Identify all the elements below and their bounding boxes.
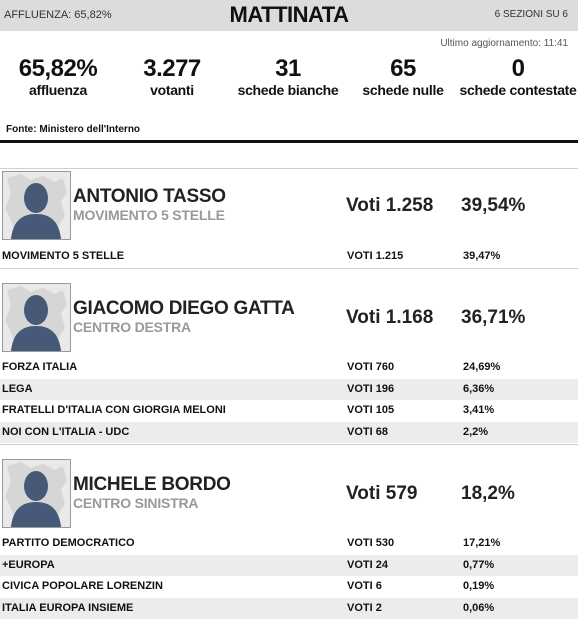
list-row: MOVIMENTO 5 STELLE VOTI 1.215 39,47% [0,246,578,267]
stat-schede-bianche: 31 schede bianche [228,55,348,99]
list-votes: VOTI 1.215 [347,250,404,262]
list-row: ITALIA EUROPA INSIEME VOTI 2 0,06% [0,598,578,619]
candidate-block: ANTONIO TASSO MOVIMENTO 5 STELLE Voti 1.… [0,169,578,240]
separator [0,444,578,445]
stat-schede-nulle: 65 schede nulle [353,55,453,99]
affluenza-header-label: AFFLUENZA: 65,82% [4,9,112,21]
list-percentage: 39,47% [463,250,501,262]
list-name: PARTITO DEMOCRATICO [2,537,135,549]
list-percentage: 0,77% [463,559,495,571]
candidate-name: MICHELE BORDO [73,474,231,495]
stat-schede-contestate: 0 schede contestate [458,55,578,99]
stat-label: votanti [150,82,194,98]
list-name: ITALIA EUROPA INSIEME [2,602,134,614]
stat-value: 65,82% [18,55,98,82]
list-name: CIVICA POPOLARE LORENZIN [2,580,163,592]
list-row: +EUROPA VOTI 24 0,77% [0,555,578,576]
stat-value: 65 [390,55,416,82]
stat-value: 3.277 [143,55,201,82]
list-name: FORZA ITALIA [2,361,78,373]
candidate-coalition: CENTRO DESTRA [73,319,191,335]
header-bar: AFFLUENZA: 65,82% MATTINATA 6 SEZIONI SU… [0,0,578,31]
list-percentage: 6,36% [463,383,495,395]
list-percentage: 0,06% [463,602,495,614]
list-row: LEGA VOTI 196 6,36% [0,379,578,400]
list-percentage: 0,19% [463,580,495,592]
stats-summary: 65,82% affluenza 3.277 votanti 31 schede… [0,56,578,106]
candidate-percentage: 18,2% [461,483,515,504]
sezioni-count: 6 SEZIONI SU 6 [494,9,568,20]
divider [0,140,578,143]
candidate-votes: Voti 1.168 [346,307,434,328]
list-votes: VOTI 6 [347,580,382,592]
list-percentage: 2,2% [463,426,489,438]
last-update: Ultimo aggiornamento: 11:41 [440,38,568,49]
stat-label: affluenza [29,82,87,98]
candidate-percentage: 36,71% [461,307,526,328]
list-name: FRATELLI D'ITALIA CON GIORGIA MELONI [2,404,226,416]
list-percentage: 17,21% [463,537,501,549]
stat-affluenza: 65,82% affluenza [8,55,108,99]
page-title: MATTINATA [229,2,349,27]
candidate-votes: Voti 1.258 [346,195,434,216]
list-name: MOVIMENTO 5 STELLE [2,250,125,262]
list-votes: VOTI 24 [347,559,388,571]
candidate-percentage: 39,54% [461,195,526,216]
avatar-placeholder-icon [2,459,71,528]
list-votes: VOTI 760 [347,361,395,373]
list-row: PARTITO DEMOCRATICO VOTI 530 17,21% [0,533,578,554]
list-row: NOI CON L'ITALIA - UDC VOTI 68 2,2% [0,422,578,443]
list-name: LEGA [2,383,33,395]
avatar-placeholder-icon [2,171,71,240]
separator [0,268,578,269]
separator [0,168,578,169]
list-votes: VOTI 105 [347,404,395,416]
candidate-name: ANTONIO TASSO [73,186,226,207]
stat-label: schede contestate [459,82,577,98]
avatar-placeholder-icon [2,283,71,352]
candidate-votes: Voti 579 [346,483,418,504]
source-note: Fonte: Ministero dell'Interno [6,124,141,135]
list-row: CIVICA POPOLARE LORENZIN VOTI 6 0,19% [0,576,578,597]
stat-value: 0 [511,55,525,82]
candidate-block: MICHELE BORDO CENTRO SINISTRA Voti 579 1… [0,457,578,528]
stat-value: 31 [275,55,301,82]
list-row: FRATELLI D'ITALIA CON GIORGIA MELONI VOT… [0,400,578,421]
list-name: NOI CON L'ITALIA - UDC [2,426,130,438]
list-percentage: 3,41% [463,404,495,416]
stat-votanti: 3.277 votanti [122,55,222,99]
list-percentage: 24,69% [463,361,501,373]
list-votes: VOTI 2 [347,602,382,614]
stat-label: schede nulle [362,82,444,98]
candidate-name: GIACOMO DIEGO GATTA [73,298,295,319]
candidate-block: GIACOMO DIEGO GATTA CENTRO DESTRA Voti 1… [0,281,578,352]
stat-label: schede bianche [237,82,339,98]
list-votes: VOTI 68 [347,426,388,438]
list-votes: VOTI 196 [347,383,395,395]
candidate-coalition: CENTRO SINISTRA [73,495,199,511]
list-votes: VOTI 530 [347,537,395,549]
candidate-coalition: MOVIMENTO 5 STELLE [73,207,225,223]
list-row: FORZA ITALIA VOTI 760 24,69% [0,357,578,378]
list-name: +EUROPA [2,559,55,571]
